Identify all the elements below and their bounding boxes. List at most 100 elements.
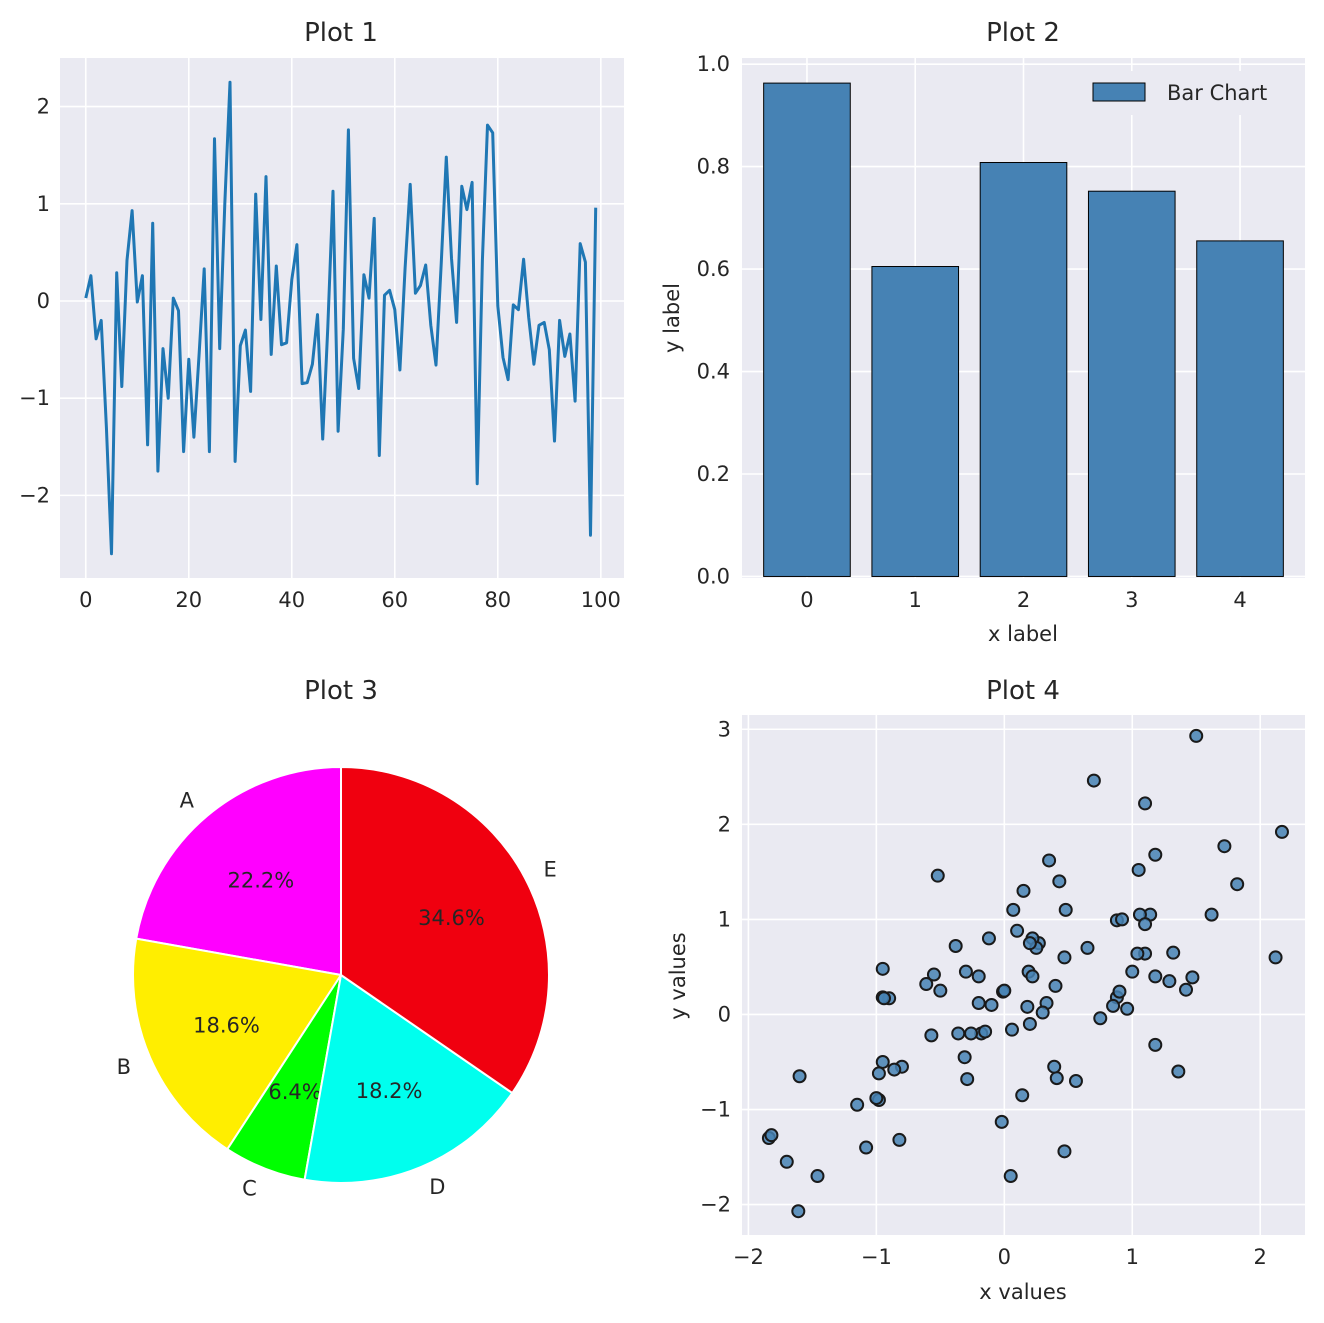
plot-2-ytick-label: 0.4 xyxy=(697,360,730,384)
plot-4-data xyxy=(761,728,1289,1219)
plot-4-point xyxy=(1189,728,1204,743)
plot-4-point xyxy=(1052,874,1067,889)
plot-4-ticks: −2 −1 0 1 2 −2 −1 0 1 2 3 xyxy=(700,717,1267,1269)
plot-4-point xyxy=(1035,1005,1050,1020)
plot-4-point xyxy=(887,1062,902,1077)
plot-4-point xyxy=(984,997,999,1012)
plot-2-xtick-label: 2 xyxy=(1017,588,1030,612)
plot-4-point xyxy=(1022,1016,1037,1031)
plot-4-point xyxy=(1047,1059,1062,1074)
plot-2-ytick-label: 0.2 xyxy=(697,462,730,486)
plot-3-pie-chart: Plot 3 22.2% A 18.6% B 6.4% C 18.2% D 34.6% E xyxy=(117,676,557,1201)
plot-4-point xyxy=(1015,1088,1030,1103)
plot-3-pct-label: 22.2% xyxy=(227,868,294,892)
plot-2-bar xyxy=(871,266,960,577)
plot-4-point xyxy=(1068,1073,1083,1088)
plot-1-xtick-label: 20 xyxy=(175,588,202,612)
plot-3-title: Plot 3 xyxy=(304,676,378,706)
plot-4-point xyxy=(960,1072,975,1087)
plot-4-point xyxy=(1004,1022,1019,1037)
plot-4-xlabel: x values xyxy=(979,1280,1066,1304)
plot-4-point xyxy=(1185,970,1200,985)
plot-4-point xyxy=(1162,974,1177,989)
plot-2-bar xyxy=(1196,240,1284,577)
plot-4-xtick-label: 0 xyxy=(998,1245,1011,1269)
plot-4-point xyxy=(964,1026,979,1041)
plot-2-ylabel: y label xyxy=(660,283,684,353)
plot-4-point xyxy=(919,977,934,992)
plot-2-xtick-label: 3 xyxy=(1125,588,1138,612)
plot-1-ticks: 0 20 40 60 80 100 −2 −1 0 1 2 xyxy=(19,95,621,612)
plot-4-xtick-label: −2 xyxy=(733,1245,764,1269)
plot-4-point xyxy=(859,1140,874,1155)
plot-4-point xyxy=(1106,998,1121,1013)
plot-1-ytick-label: 1 xyxy=(37,192,50,216)
plot-3-slice-b xyxy=(132,937,343,1151)
plot-3-slice-label: D xyxy=(429,1175,445,1199)
plot-4-point xyxy=(981,931,996,946)
plot-4-point xyxy=(1125,964,1140,979)
plot-4-point xyxy=(1204,907,1219,922)
plot-2-title: Plot 2 xyxy=(986,18,1060,48)
plot-4-point xyxy=(978,1024,993,1039)
plot-2-ytick-label: 1.0 xyxy=(697,52,730,76)
plot-1-xtick-label: 80 xyxy=(484,588,511,612)
plot-4-point xyxy=(764,1128,779,1143)
plot-3-slice-label: A xyxy=(180,789,195,813)
plot-4-point xyxy=(1148,1037,1163,1052)
plot-3-pct-label: 18.2% xyxy=(356,1079,423,1103)
plot-2-bar xyxy=(979,162,1068,577)
plot-4-scatter-chart: Plot 4 −2 −1 0 1 2 −2 −1 0 1 2 3 x values y values xyxy=(666,676,1305,1304)
plot-2-ytick-label: 0.6 xyxy=(697,257,730,281)
plot-4-point xyxy=(1080,940,1095,955)
plot-4-point xyxy=(1086,773,1101,788)
plot-4-xtick-label: 1 xyxy=(1126,1245,1139,1269)
plot-1-data xyxy=(84,80,598,556)
plot-4-point xyxy=(994,1114,1009,1129)
plot-3-pct-label: 34.6% xyxy=(418,906,485,930)
plot-4-point xyxy=(1057,950,1072,965)
plot-1-xtick-label: 100 xyxy=(581,588,621,612)
plot-4-point xyxy=(1042,853,1057,868)
plot-2-ytick-label: 0.8 xyxy=(697,155,730,179)
plot-3-slice-label: E xyxy=(544,858,557,882)
plot-1-ytick-label: −1 xyxy=(19,386,50,410)
plot-1-xtick-label: 40 xyxy=(278,588,305,612)
plot-4-point xyxy=(1148,969,1163,984)
plot-4-point xyxy=(875,1054,890,1069)
plot-4-point xyxy=(930,868,945,883)
plot-4-point xyxy=(1020,999,1035,1014)
plot-2-data xyxy=(763,82,1284,577)
plot-4-point xyxy=(871,1066,886,1081)
plot-4-point xyxy=(877,991,892,1006)
plot-2-bar xyxy=(763,82,851,577)
plot-4-xtick-label: −1 xyxy=(861,1245,892,1269)
plot-2-ticks: 0 1 2 3 4 0.0 0.2 0.4 0.6 0.8 1.0 xyxy=(697,52,1247,612)
plot-4-point xyxy=(1148,847,1163,862)
plot-4-point xyxy=(924,1028,939,1043)
plot-4-point xyxy=(875,961,890,976)
plot-4-point xyxy=(1138,796,1153,811)
plot-4-point xyxy=(958,964,973,979)
plot-4-point xyxy=(971,969,986,984)
plot-3-slice-d xyxy=(303,973,514,1184)
plot-4-point xyxy=(1179,982,1194,997)
plot-4-point xyxy=(971,996,986,1011)
plot-4-point xyxy=(1093,1011,1108,1026)
plot-4-point xyxy=(792,1069,807,1084)
plot-4-point xyxy=(926,967,941,982)
plot-4-ytick-label: 1 xyxy=(718,907,731,931)
plot-4-point xyxy=(1166,945,1181,960)
plot-2-xtick-label: 0 xyxy=(800,588,813,612)
plot-4-point xyxy=(957,1050,972,1065)
legend-swatch xyxy=(1092,82,1146,102)
plot-4-point xyxy=(850,1097,865,1112)
plot-2-xtick-label: 4 xyxy=(1233,588,1246,612)
plot-4-point xyxy=(997,983,1012,998)
plot-4-title: Plot 4 xyxy=(986,676,1060,706)
plot-4-point xyxy=(1217,839,1232,854)
legend-label: Bar Chart xyxy=(1167,81,1267,105)
plot-4-point xyxy=(1016,883,1031,898)
plot-4-point xyxy=(1115,912,1130,927)
plot-4-point xyxy=(1022,936,1037,951)
